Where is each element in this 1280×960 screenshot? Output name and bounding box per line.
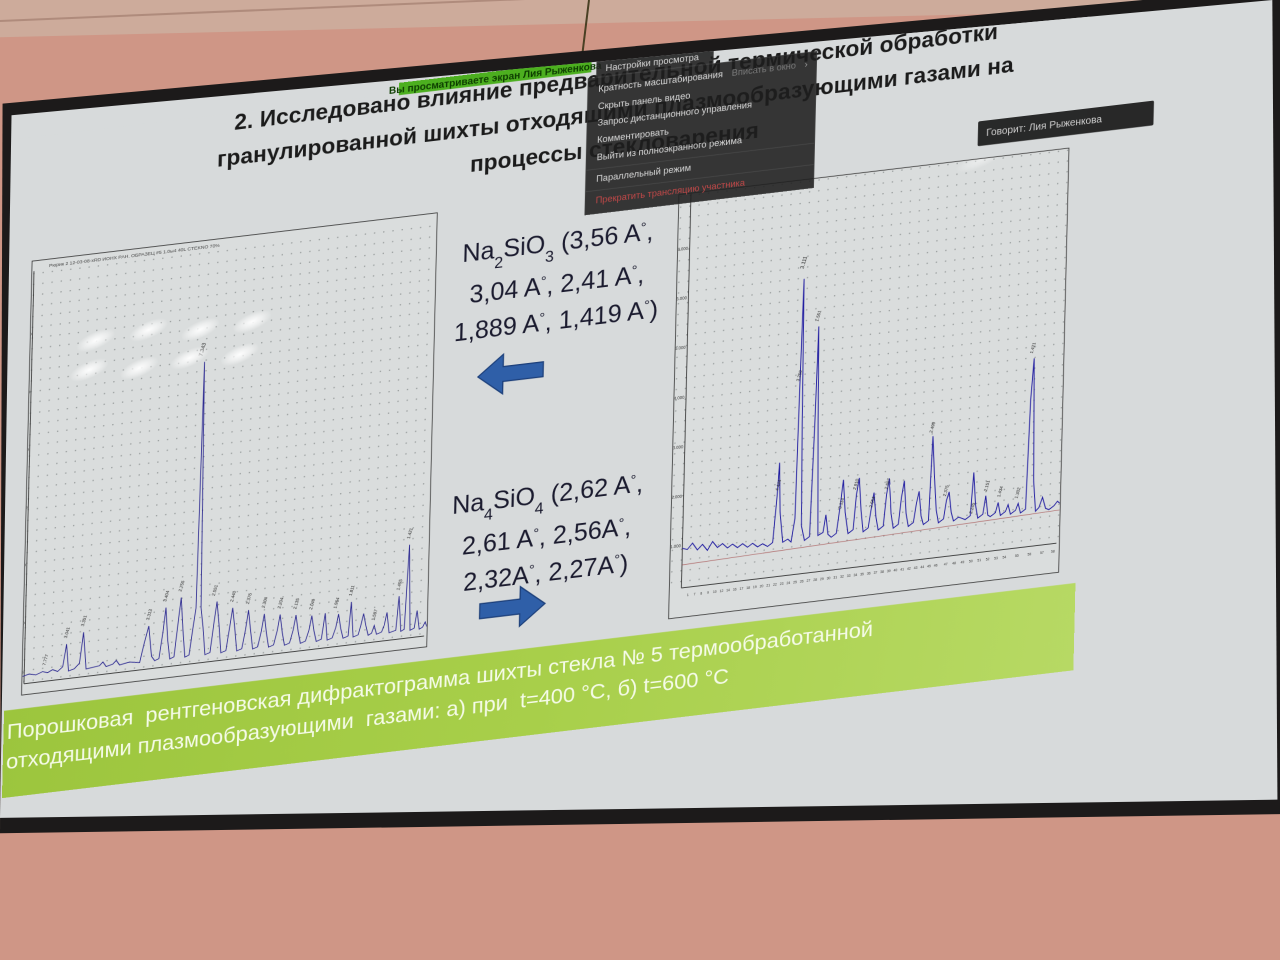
svg-text:8: 8 (700, 592, 702, 596)
svg-text:36: 36 (867, 572, 871, 576)
svg-text:24: 24 (786, 581, 790, 585)
svg-text:39: 39 (887, 569, 891, 573)
svg-text:18: 18 (746, 586, 750, 590)
svg-text:26: 26 (800, 580, 804, 584)
svg-text:14: 14 (726, 588, 730, 592)
svg-text:56: 56 (1028, 552, 1032, 556)
svg-text:16: 16 (733, 587, 737, 591)
svg-text:12: 12 (719, 589, 723, 593)
svg-text:41: 41 (900, 568, 904, 572)
svg-text:38: 38 (880, 570, 884, 574)
svg-text:28: 28 (813, 578, 817, 582)
svg-text:25: 25 (793, 580, 797, 584)
svg-text:1: 1 (687, 593, 689, 597)
svg-text:44: 44 (920, 565, 924, 569)
svg-text:27: 27 (807, 579, 811, 583)
svg-text:55: 55 (1015, 554, 1019, 558)
svg-text:47: 47 (944, 562, 948, 566)
svg-text:45: 45 (927, 564, 931, 568)
svg-text:32: 32 (840, 575, 844, 579)
svg-text:43: 43 (914, 566, 918, 570)
svg-text:54: 54 (1002, 555, 1006, 559)
svg-text:49: 49 (961, 560, 965, 564)
svg-text:19: 19 (753, 585, 757, 589)
svg-text:33: 33 (847, 574, 851, 578)
svg-text:42: 42 (907, 567, 911, 571)
svg-text:30: 30 (827, 576, 831, 580)
svg-text:40: 40 (894, 568, 898, 572)
svg-text:50: 50 (969, 559, 973, 563)
svg-text:53: 53 (994, 556, 998, 560)
svg-text:17: 17 (740, 587, 744, 591)
svg-text:21: 21 (766, 583, 770, 587)
svg-text:9: 9 (707, 591, 709, 595)
svg-text:10: 10 (713, 590, 717, 594)
svg-text:22: 22 (773, 583, 777, 587)
svg-text:23: 23 (780, 582, 784, 586)
svg-text:29: 29 (820, 577, 824, 581)
svg-text:35: 35 (860, 572, 864, 576)
svg-text:7: 7 (694, 592, 696, 596)
svg-text:48: 48 (952, 561, 956, 565)
svg-text:34: 34 (853, 573, 857, 577)
svg-text:37: 37 (874, 571, 878, 575)
svg-text:46: 46 (934, 564, 938, 568)
svg-text:31: 31 (833, 576, 837, 580)
svg-text:20: 20 (760, 584, 764, 588)
svg-text:58: 58 (1051, 550, 1055, 554)
svg-text:57: 57 (1040, 551, 1044, 555)
svg-text:52: 52 (986, 557, 990, 561)
svg-text:51: 51 (977, 558, 981, 562)
